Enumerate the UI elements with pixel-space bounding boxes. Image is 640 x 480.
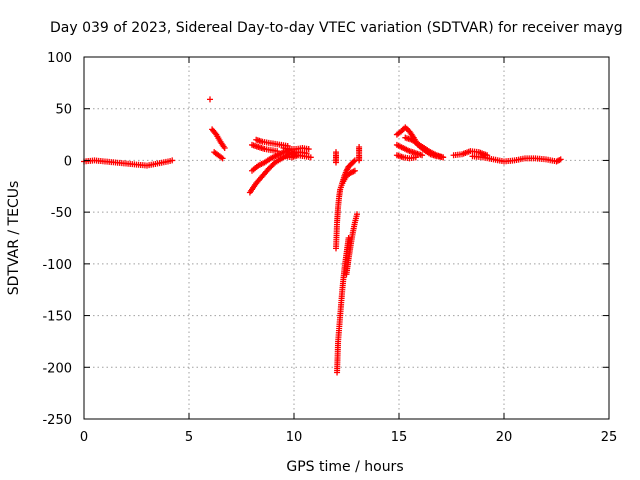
data-point bbox=[402, 124, 409, 131]
data-point bbox=[221, 145, 228, 152]
x-axis-ticks: 0 5 10 15 20 25 bbox=[80, 57, 617, 445]
y-tick-label: -150 bbox=[42, 310, 72, 325]
data-points bbox=[81, 96, 564, 376]
data-point bbox=[333, 159, 339, 166]
data-point bbox=[412, 154, 419, 161]
y-tick-label: -50 bbox=[51, 206, 72, 221]
x-tick-label: 20 bbox=[496, 430, 513, 445]
data-point bbox=[557, 156, 564, 163]
x-tick-label: 10 bbox=[286, 430, 303, 445]
data-point bbox=[354, 211, 360, 218]
data-point bbox=[350, 158, 357, 165]
data-point bbox=[307, 154, 314, 161]
data-point bbox=[345, 235, 352, 241]
y-axis-label: SDTVAR / TECUs bbox=[6, 181, 22, 296]
x-axis-label: GPS time / hours bbox=[286, 459, 403, 475]
x-tick-label: 25 bbox=[601, 430, 618, 445]
data-point bbox=[554, 157, 561, 164]
y-tick-label: -200 bbox=[42, 361, 72, 376]
chart-title: Day 039 of 2023, Sidereal Day-to-day VTE… bbox=[50, 20, 623, 36]
y-tick-label: 50 bbox=[55, 103, 72, 118]
plot-frame bbox=[83, 56, 610, 420]
x-tick-label: 0 bbox=[80, 430, 88, 445]
x-tick-label: 15 bbox=[391, 430, 408, 445]
y-tick-label: -250 bbox=[42, 413, 72, 428]
data-point bbox=[274, 148, 281, 155]
data-point bbox=[440, 154, 447, 161]
data-point bbox=[219, 155, 226, 162]
data-point bbox=[556, 157, 563, 164]
x-tick-label: 5 bbox=[185, 430, 193, 445]
data-point bbox=[419, 152, 426, 159]
data-point bbox=[356, 157, 363, 164]
data-point bbox=[403, 125, 410, 132]
data-point bbox=[169, 157, 176, 164]
y-tick-label: 100 bbox=[47, 51, 72, 66]
data-point bbox=[212, 130, 219, 137]
data-point bbox=[207, 96, 213, 103]
y-tick-label: -100 bbox=[42, 258, 72, 273]
data-point bbox=[351, 167, 358, 174]
y-tick-label: 0 bbox=[64, 154, 72, 169]
data-point bbox=[303, 150, 310, 157]
y-axis-ticks: -250 -200 -150 -100 -50 0 50 100 bbox=[42, 51, 609, 428]
data-point bbox=[305, 146, 312, 153]
